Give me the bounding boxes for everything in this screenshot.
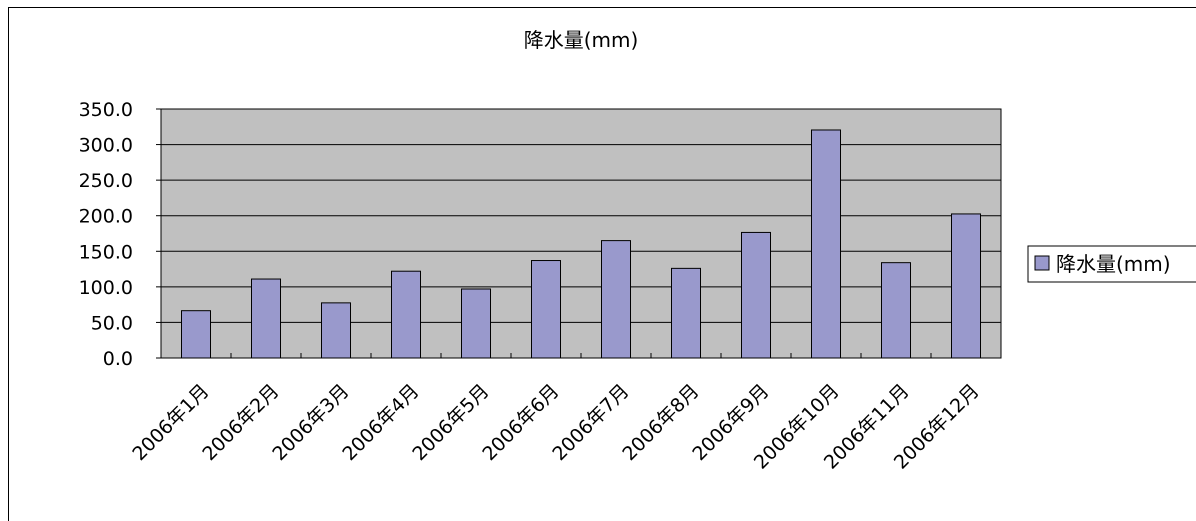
- bar-8: [671, 267, 701, 359]
- bar-4: [391, 270, 421, 359]
- x-axis: 2006年1月2006年2月2006年3月2006年4月2006年5月2006年…: [128, 353, 984, 474]
- bar-10: [811, 129, 841, 359]
- bars: [181, 129, 981, 359]
- y-axis: 0.0 50.0 100.0 150.0 200.0 250.0 300.0 350.0: [79, 99, 161, 370]
- legend-box: [1027, 245, 1196, 283]
- y-tick-label: 300.0: [79, 135, 133, 157]
- bar-12: [951, 213, 981, 359]
- y-tick-label: 200.0: [79, 206, 133, 228]
- bar-1: [181, 310, 211, 359]
- bar-3: [321, 302, 351, 359]
- legend-swatch: [1034, 255, 1050, 271]
- y-tick-label: 50.0: [91, 312, 133, 334]
- legend: 降水量(mm): [1027, 245, 1196, 283]
- plot-area: [160, 108, 1002, 359]
- gridlines: [161, 144, 1001, 323]
- bar-7: [601, 240, 631, 359]
- bar-2: [251, 278, 281, 359]
- y-tick-label: 350.0: [79, 99, 133, 121]
- y-tick-label: 100.0: [79, 277, 133, 299]
- chart-title: 降水量(mm): [524, 28, 639, 52]
- bar-9: [741, 231, 771, 359]
- bar-11: [881, 262, 911, 359]
- y-tick-label: 0.0: [103, 348, 133, 370]
- bar-6: [531, 260, 561, 359]
- chart-frame: [8, 7, 1196, 521]
- y-tick-label: 250.0: [79, 170, 133, 192]
- y-tick-label: 150.0: [79, 241, 133, 263]
- bar-5: [461, 288, 491, 359]
- legend-label: 降水量(mm): [1056, 252, 1171, 276]
